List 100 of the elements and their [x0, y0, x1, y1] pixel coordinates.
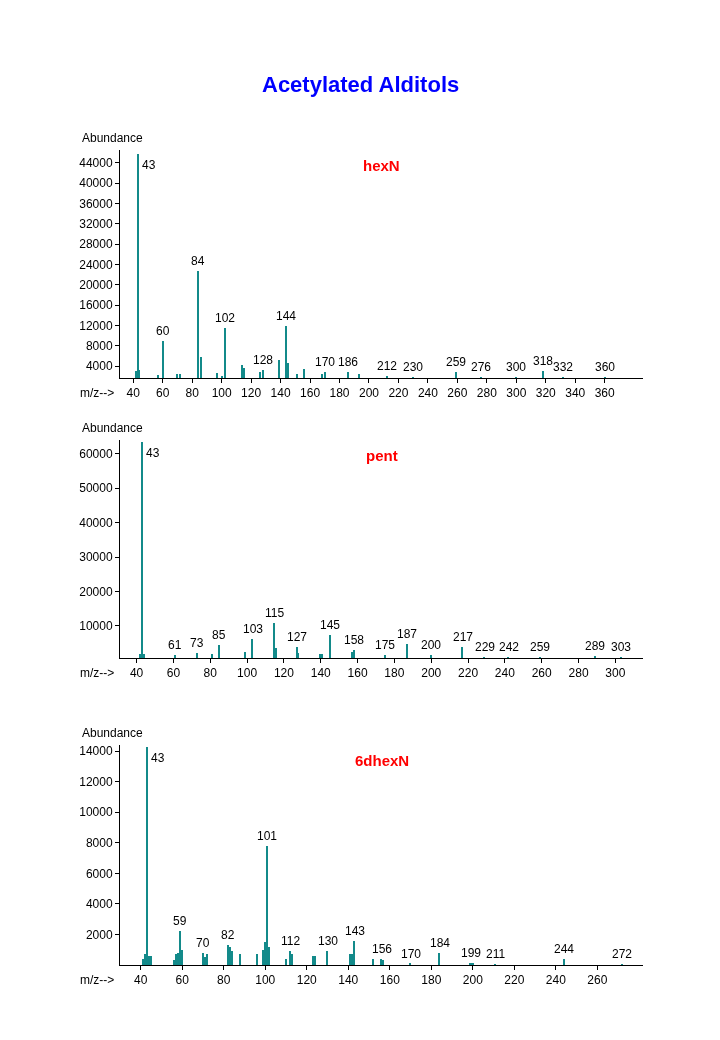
x-tick-label: 40	[134, 973, 148, 988]
y-tick-label: 4000	[85, 897, 113, 912]
x-tick-label: 140	[310, 666, 332, 681]
annotation: 82	[221, 928, 235, 942]
annotation: 145	[320, 618, 341, 632]
annotation: 59	[173, 914, 187, 928]
bar	[326, 951, 328, 965]
annotation: 43	[146, 446, 160, 460]
y-tick-label: 60000	[79, 446, 113, 461]
annotation: 212	[377, 359, 398, 373]
x-tick-label: 140	[338, 973, 359, 988]
x-tick-label: 60	[156, 386, 170, 401]
y-tick-label: 10000	[79, 805, 113, 820]
annotation: 229	[475, 640, 496, 654]
y-tick-label: 14000	[79, 744, 113, 759]
annotation: 156	[372, 942, 393, 956]
annotation: 242	[499, 640, 520, 654]
annotation: 43	[151, 751, 165, 765]
y-tick-label: 2000	[85, 927, 113, 942]
x-tick-label: 280	[476, 386, 498, 401]
annotation: 175	[375, 638, 396, 652]
annotation: 244	[554, 942, 575, 956]
y-tick-label: 20000	[79, 584, 113, 599]
annotation: 259	[530, 640, 551, 654]
y-tick-label: 40000	[79, 176, 113, 191]
x-tick-label: 340	[565, 386, 586, 401]
bar	[179, 931, 181, 965]
x-tick-label: 200	[421, 666, 442, 681]
annotation: 128	[253, 353, 274, 367]
x-tick-label: 40	[126, 386, 141, 401]
annotation: 102	[215, 311, 236, 325]
y-tick-label: 44000	[79, 155, 113, 170]
annotation: 84	[191, 254, 205, 268]
y-tick-label: 10000	[79, 619, 113, 634]
x-tick-label: 160	[347, 666, 368, 681]
bar	[372, 959, 374, 965]
x-tick-label: 360	[594, 386, 616, 401]
x-axis-title: m/z-->	[80, 666, 115, 680]
x-tick-label: 100	[211, 386, 232, 401]
bar	[231, 951, 233, 965]
annotation: 143	[345, 924, 366, 938]
y-axis-title: Abundance	[82, 421, 144, 435]
x-tick-label: 220	[388, 386, 409, 401]
annotation: 211	[486, 947, 506, 961]
y-tick-label: 50000	[79, 481, 113, 496]
annotation: 112	[281, 934, 301, 948]
annotation: 144	[276, 309, 297, 323]
annotation: 130	[318, 934, 339, 948]
y-tick-label: 24000	[79, 257, 113, 272]
bar	[289, 951, 291, 965]
y-tick-label: 20000	[79, 278, 113, 293]
bar	[202, 953, 204, 965]
annotation: 200	[421, 638, 442, 652]
y-tick-label: 8000	[85, 339, 113, 354]
x-tick-label: 260	[531, 666, 553, 681]
y-axis-title: Abundance	[82, 726, 144, 740]
x-tick-label: 120	[296, 973, 318, 988]
annotation: 103	[243, 622, 264, 636]
x-tick-label: 60	[175, 973, 190, 988]
bar	[256, 954, 258, 965]
y-tick-label: 16000	[79, 298, 113, 313]
annotation: 217	[453, 630, 474, 644]
annotation: 158	[344, 633, 365, 647]
y-axis-title: Abundance	[82, 131, 144, 145]
bar	[206, 954, 208, 965]
text: 6dhexN	[355, 752, 410, 769]
x-tick-label: 220	[458, 666, 479, 681]
annotation: 187	[397, 627, 418, 641]
annotation: 272	[612, 947, 633, 961]
x-tick-label: 100	[237, 666, 258, 681]
x-tick-label: 40	[129, 666, 144, 681]
bar	[353, 941, 355, 965]
x-tick-label: 260	[447, 386, 468, 401]
x-tick-label: 160	[300, 386, 321, 401]
annotation: 332	[553, 360, 574, 374]
annotation: 360	[595, 360, 616, 374]
annotation: 199	[461, 946, 482, 960]
annotation: 276	[471, 360, 492, 374]
x-tick-label: 320	[535, 386, 557, 401]
y-tick-label: 40000	[79, 515, 113, 530]
y-tick-label: 12000	[79, 774, 113, 789]
x-tick-label: 240	[494, 666, 516, 681]
x-tick-label: 200	[462, 973, 484, 988]
y-tick-label: 30000	[79, 550, 113, 565]
annotation: 184	[430, 936, 451, 950]
text: pent	[366, 447, 398, 464]
annotation: 289	[585, 639, 606, 653]
x-tick-label: 180	[421, 973, 442, 988]
annotation: 186	[338, 355, 359, 369]
y-tick-label: 12000	[79, 318, 113, 333]
y-tick-label: 4000	[85, 359, 113, 374]
bar	[438, 953, 440, 965]
y-tick-label: 28000	[79, 237, 113, 252]
x-tick-label: 120	[241, 386, 262, 401]
y-tick-label: 6000	[85, 866, 113, 881]
x-tick-label: 160	[379, 973, 401, 988]
y-tick-label: 8000	[85, 835, 113, 850]
x-tick-label: 180	[384, 666, 405, 681]
bar	[285, 959, 287, 965]
x-tick-label: 220	[504, 973, 525, 988]
